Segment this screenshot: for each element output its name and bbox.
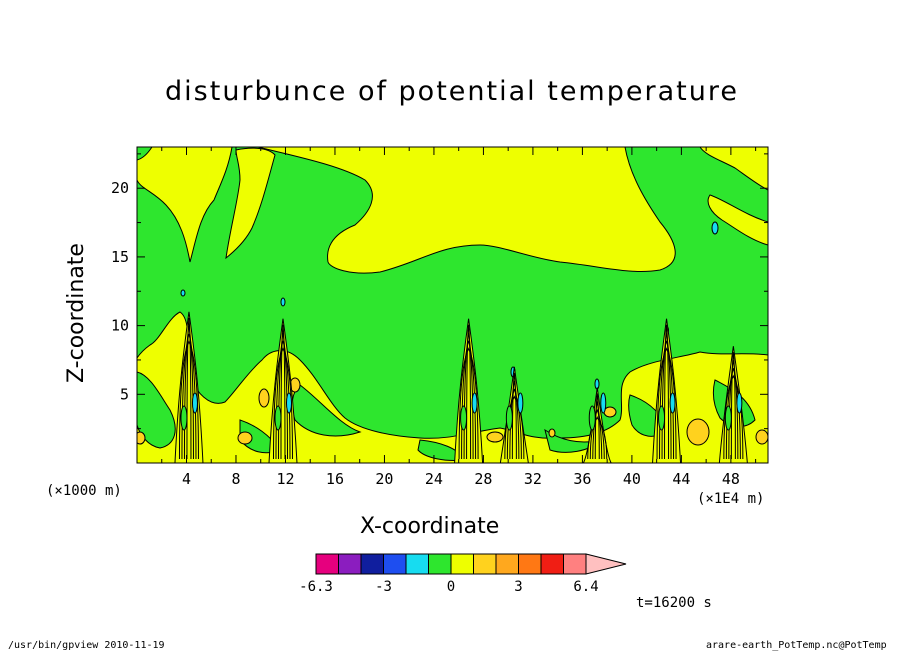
plot-frame (136, 146, 769, 464)
warm-blob (755, 429, 768, 445)
colorbar-arrow (585, 553, 627, 575)
footer-source-file: arare-earth_PotTemp.nc@PotTemp (706, 640, 887, 651)
y-axis-label: Z-coordinate (64, 243, 89, 383)
colorbar-swatch (518, 553, 542, 575)
convective-tower (499, 366, 529, 463)
colorbar-tick-label: 0 (447, 579, 455, 595)
warm-blob (486, 431, 504, 443)
cold-spot (180, 289, 186, 297)
x-tick-label: 4 (182, 470, 191, 488)
x-axis-label: X-coordinate (360, 514, 500, 539)
convective-tower (454, 318, 484, 463)
colorbar-tick-label: 6.4 (573, 579, 598, 595)
x-tick-label: 24 (425, 470, 443, 488)
x-tick-label: 44 (672, 470, 690, 488)
colorbar-swatch (428, 553, 452, 575)
colorbar-swatch (495, 553, 519, 575)
y-tick-label: 20 (111, 179, 129, 197)
colorbar-swatch (563, 553, 587, 575)
time-label: t=16200 s (636, 595, 712, 611)
colorbar-swatch (473, 553, 497, 575)
colorbar-swatch (338, 553, 362, 575)
colorbar-tick-label: -6.3 (299, 579, 333, 595)
colorbar-swatch (540, 553, 564, 575)
x-tick-label: 28 (474, 470, 492, 488)
colorbar-swatch (383, 553, 407, 575)
x-tick-label: 16 (326, 470, 344, 488)
warm-region-right-band (707, 194, 768, 246)
x-axis-unit-left: (×1000 m) (46, 483, 122, 499)
x-tick-label: 8 (231, 470, 240, 488)
warm-blob (548, 428, 556, 438)
colorbar-swatch (360, 553, 384, 575)
x-tick-label: 32 (524, 470, 542, 488)
x-tick-label: 36 (573, 470, 591, 488)
colorbar-swatch (405, 553, 429, 575)
convective-tower (718, 346, 748, 463)
colorbar-swatch (315, 553, 339, 575)
x-tick-label: 12 (276, 470, 294, 488)
warm-blob (686, 418, 710, 446)
x-axis-unit-right: (×1E4 m) (697, 491, 765, 507)
convective-towers (174, 311, 748, 463)
x-tick-label: 40 (623, 470, 641, 488)
warm-blob (258, 388, 270, 408)
footer-program-date: /usr/bin/gpview 2010-11-19 (8, 640, 165, 651)
colorbar: -6.3 -3 0 3 6.4 (299, 553, 627, 595)
contour-field (137, 147, 768, 463)
colorbar-tick-label: 3 (514, 579, 522, 595)
convective-tower (652, 318, 682, 463)
x-tick-label: 48 (722, 470, 740, 488)
y-tick-label: 15 (111, 248, 129, 266)
convective-tower (582, 387, 612, 463)
cold-spot (280, 297, 286, 307)
colorbar-tick-label: -3 (375, 579, 392, 595)
cold-spot (711, 221, 719, 235)
y-tick-label: 10 (111, 317, 129, 335)
chart-title: disturbunce of potential temperature (165, 76, 739, 107)
y-tick-label: 5 (120, 385, 129, 403)
x-tick-label: 20 (375, 470, 393, 488)
convective-tower (268, 318, 298, 463)
warm-blob (137, 431, 146, 445)
colorbar-swatch (450, 553, 474, 575)
upper-warm-region (257, 147, 676, 274)
warm-blob (237, 431, 253, 445)
warm-region-upper-left-2 (225, 147, 276, 260)
convective-tower (174, 311, 204, 463)
